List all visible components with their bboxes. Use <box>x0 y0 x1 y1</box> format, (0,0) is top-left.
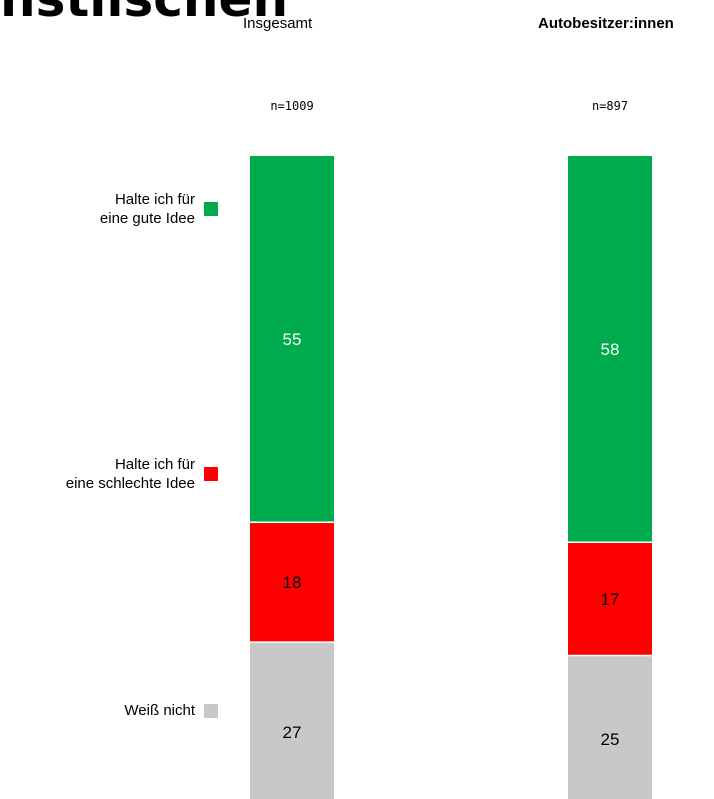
legend-label-schlechte-idee: Halte ich für eine schlechte Idee <box>65 456 195 492</box>
chart-title: nstiischen <box>0 0 288 24</box>
sample-size-insgesamt: n=1009 <box>270 99 314 113</box>
legend-label-weiss-nicht: Weiß nicht <box>124 702 195 719</box>
data-label-1-3: 27 <box>283 723 302 742</box>
legend-swatch-red <box>204 467 218 481</box>
legend-item-gute-idee: Halte ich für eine gute Idee <box>100 190 218 228</box>
data-label-2-2: 17 <box>601 590 620 609</box>
legend-swatch-green <box>204 202 218 216</box>
bar-segment-2-1 <box>568 156 652 543</box>
legend-swatch-gray <box>204 703 218 718</box>
data-label-1-1: 55 <box>283 330 302 349</box>
bar-segment-1-3 <box>250 642 334 799</box>
legend-item-weiss-nicht: Weiß nicht <box>124 701 218 720</box>
data-label-2-1: 58 <box>601 340 620 359</box>
bar-segment-2-3 <box>568 655 652 799</box>
legend-label-gute-idee: Halte ich für eine gute Idee <box>99 191 195 227</box>
sample-size-autobesitzer: n=897 <box>591 99 629 113</box>
bar-segment-1-2 <box>250 522 334 643</box>
data-label-2-3: 25 <box>601 730 620 749</box>
bar-segment-1-1 <box>250 156 334 523</box>
column-heading-insgesamt: Insgesamt <box>243 15 313 32</box>
column-heading-autobesitzer: Autobesitzer:innen <box>538 15 674 32</box>
legend-item-schlechte-idee: Halte ich für eine schlechte Idee <box>66 455 218 493</box>
data-label-1-2: 18 <box>283 573 302 592</box>
bar-segment-2-2 <box>568 542 652 656</box>
